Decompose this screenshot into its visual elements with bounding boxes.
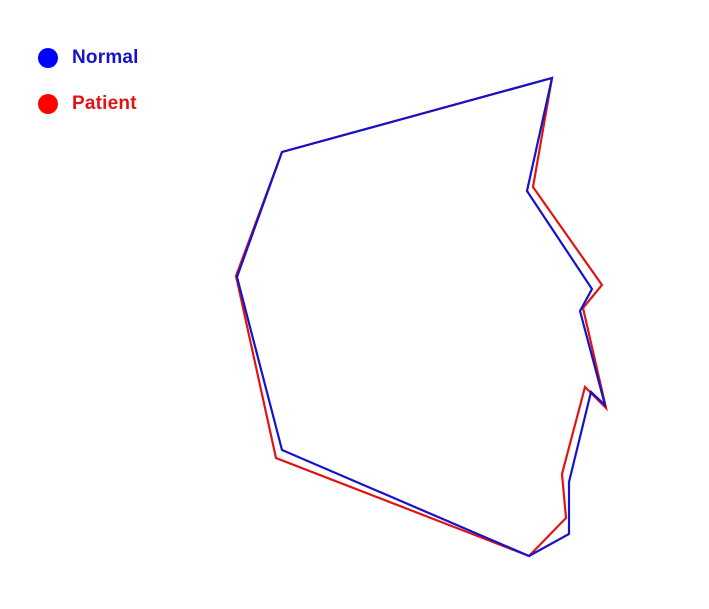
legend: Normal Patient [38, 46, 139, 138]
series-line-normal [235, 76, 608, 558]
legend-label-patient: Patient [72, 93, 137, 114]
legend-marker-normal [38, 48, 58, 68]
legend-item-patient[interactable]: Patient [38, 92, 139, 116]
series-line-patient [234, 76, 608, 558]
legend-label-normal: Normal [72, 47, 139, 68]
legend-marker-patient [38, 94, 58, 114]
legend-item-normal[interactable]: Normal [38, 46, 139, 70]
